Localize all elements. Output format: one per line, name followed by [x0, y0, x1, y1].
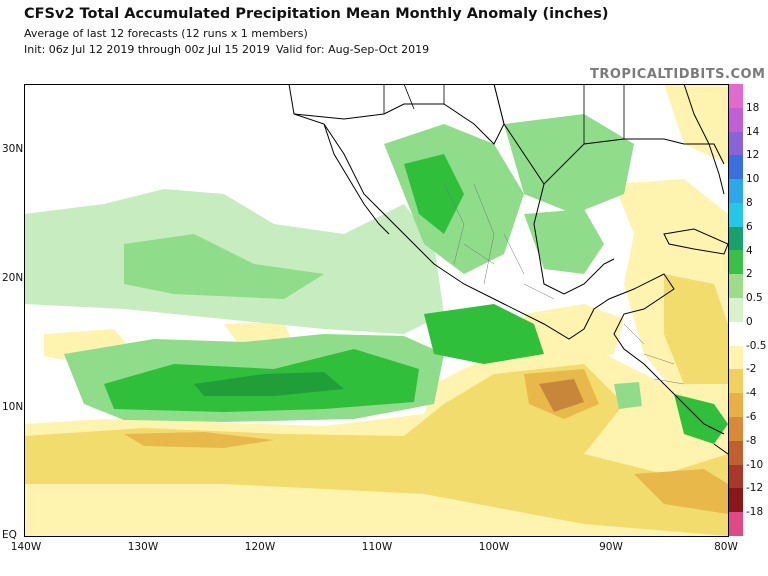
colorbar-label: -18	[746, 506, 764, 519]
colorbar-swatch	[729, 321, 743, 346]
colorbar-label: -2	[746, 363, 757, 376]
colorbar-swatch	[729, 179, 743, 203]
chart-subtitle: Average of last 12 forecasts (12 runs x …	[24, 27, 308, 40]
lat-label-10n: 10N	[2, 401, 24, 413]
wet-region-mexico-strong	[404, 154, 464, 234]
land-outline-cuba	[663, 228, 728, 255]
lon-label-80w: 80W	[714, 541, 738, 553]
colorbar-label: -12	[746, 482, 764, 495]
wet-region-northwest-medium	[124, 234, 324, 299]
land-outline-baja	[323, 123, 390, 235]
colorbar-swatch	[729, 393, 743, 417]
lat-label-eq: EQ	[2, 529, 17, 541]
colorbar-label: 0	[746, 315, 753, 328]
init-time: Init: 06z Jul 12 2019 through 00z Jul 15…	[24, 43, 271, 56]
colorbar-label: -0.5	[746, 339, 767, 352]
lon-label-140w: 140W	[10, 541, 42, 553]
colorbar-label: 6	[746, 220, 753, 233]
colorbar-label: 8	[746, 196, 753, 209]
colorbar-swatch	[729, 226, 743, 251]
wet-region-itcz-core	[194, 372, 344, 396]
state-borders	[383, 84, 625, 144]
dry-region-west	[124, 432, 274, 448]
valid-time: Valid for: Aug-Sep-Oct 2019	[276, 43, 430, 56]
land-outline-florida	[683, 84, 725, 195]
colorbar-swatch	[729, 298, 743, 322]
colorbar-label: 10	[746, 173, 760, 186]
land-outline-gulf-coast	[493, 84, 615, 295]
wet-region-east-pacific	[424, 304, 544, 364]
mexico-state-borders	[443, 183, 685, 385]
wet-region-yucatan	[524, 209, 604, 274]
lon-label-130w: 130W	[127, 541, 159, 553]
colorbar-label: 12	[746, 149, 760, 162]
colorbar-label: -10	[746, 458, 764, 471]
colorbar-swatch	[729, 202, 743, 227]
lat-label-30n: 30N	[2, 143, 24, 155]
colorbar-swatch	[729, 440, 743, 465]
colorbar-label: -4	[746, 387, 757, 400]
wet-region-gulf-mexico	[504, 114, 634, 214]
colorbar-label: 18	[746, 101, 760, 114]
anomaly-map	[24, 84, 728, 536]
colorbar-label: 14	[746, 125, 760, 138]
land-outline-mexico	[288, 84, 725, 435]
lon-label-100w: 100W	[478, 541, 510, 553]
colorbar-label: -6	[746, 411, 757, 424]
colorbar-swatch	[729, 131, 743, 156]
colorbar-swatch	[729, 250, 743, 275]
anomaly-map-svg	[24, 84, 728, 536]
border-us-mexico	[293, 103, 505, 145]
colorbar-label: -8	[746, 434, 757, 447]
colorbar-swatch	[729, 512, 743, 536]
dry-region-offshore-core	[539, 379, 584, 412]
colorbar	[729, 84, 743, 536]
dry-region-gulf	[524, 304, 624, 364]
land-outline-southamerica	[713, 443, 728, 455]
colorbar-label: 4	[746, 244, 753, 257]
wet-region-small-1	[614, 382, 642, 409]
wet-region-central-america	[674, 394, 728, 444]
lon-label-120w: 120W	[244, 541, 276, 553]
brand-watermark: TROPICALTIDBITS.COM	[590, 67, 766, 82]
colorbar-swatch	[729, 416, 743, 441]
colorbar-swatch	[729, 369, 743, 394]
lat-label-20n: 20N	[2, 272, 24, 284]
colorbar-label: 0.5	[746, 292, 763, 305]
lon-label-90w: 90W	[599, 541, 623, 553]
colorbar-swatch	[729, 155, 743, 180]
colorbar-swatch	[729, 345, 743, 370]
colorbar-swatch	[729, 84, 743, 108]
chart-title: CFSv2 Total Accumulated Precipitation Me…	[24, 6, 609, 22]
colorbar-swatch	[729, 488, 743, 513]
colorbar-label: 2	[746, 268, 753, 281]
colorbar-swatch	[729, 107, 743, 132]
colorbar-swatch	[729, 464, 743, 489]
colorbar-swatch	[729, 274, 743, 299]
lon-label-110w: 110W	[361, 541, 393, 553]
dry-region-southeast	[634, 469, 728, 514]
dry-region-caribbean-medium	[664, 274, 728, 384]
